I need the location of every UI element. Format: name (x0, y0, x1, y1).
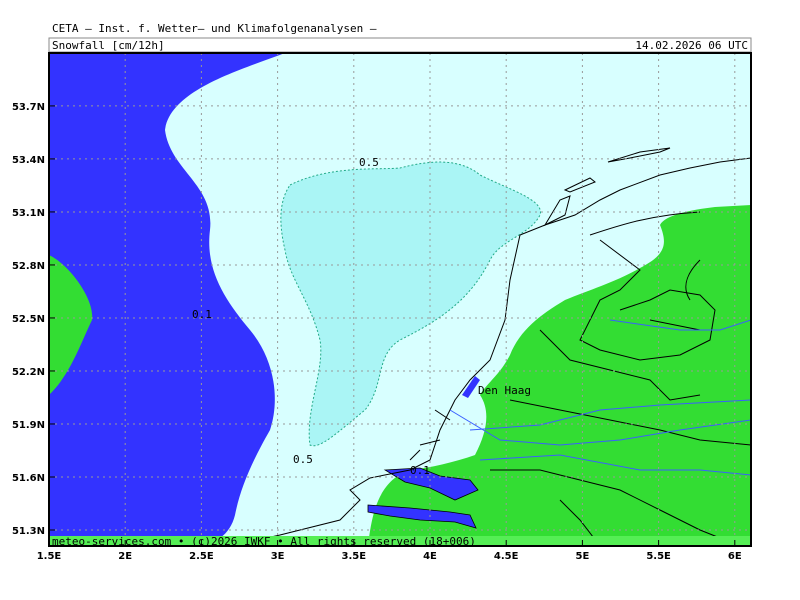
lon-tick-label: 6E (728, 551, 742, 562)
lon-tick-label: 2.5E (189, 551, 214, 562)
lon-tick-label: 3E (271, 551, 285, 562)
lat-tick-label: 53.1N (12, 208, 45, 219)
land-no-snow (368, 205, 751, 546)
lon-tick-label: 4E (423, 551, 437, 562)
lon-tick-label: 1.5E (37, 551, 62, 562)
contour-label: 0.5 (293, 453, 313, 466)
footer-strip (49, 536, 751, 546)
lon-tick-label: 2E (118, 551, 132, 562)
graticule (49, 53, 751, 546)
rivers (449, 319, 751, 476)
lat-tick-label: 51.9N (12, 420, 45, 431)
footer: meteo-services.com • (c)2026 IWKF • All … (52, 535, 476, 548)
valid-time: 14.02.2026 06 UTC (635, 39, 748, 52)
lon-tick-label: 3.5E (342, 551, 367, 562)
parameter: Snowfall [cm/12h] (52, 39, 165, 52)
land-left (49, 255, 93, 395)
lat-tick-label: 52.5N (12, 314, 45, 325)
lat-tick-label: 51.6N (12, 473, 45, 484)
coastlines (229, 147, 751, 546)
water (462, 376, 480, 398)
lat-tick-label: 51.3N (12, 526, 45, 537)
lat-tick-label: 52.2N (12, 367, 45, 378)
city-label: Den Haag (478, 384, 531, 397)
map-area: meteo-services.com • (c)2026 IWKF • All … (49, 53, 751, 548)
header-title: CETA — Inst. f. Wetter— und Klimafolgena… (52, 22, 377, 35)
lat-tick-label: 53.7N (12, 102, 45, 113)
map-frame (48, 52, 752, 547)
lon-tick-label: 5E (576, 551, 590, 562)
contour-label: 0.1 (410, 464, 430, 477)
estuary (383, 467, 479, 501)
sea-no-snow (49, 53, 285, 546)
contour-label: 0.5 (359, 156, 379, 169)
lat-tick-label: 52.8N (12, 261, 45, 272)
lat-tick-label: 53.4N (12, 155, 45, 166)
lon-tick-label: 4.5E (494, 551, 519, 562)
lon-tick-label: 5.5E (646, 551, 671, 562)
contour-label: 0.1 (192, 308, 212, 321)
moderate-snow-area (280, 161, 541, 447)
